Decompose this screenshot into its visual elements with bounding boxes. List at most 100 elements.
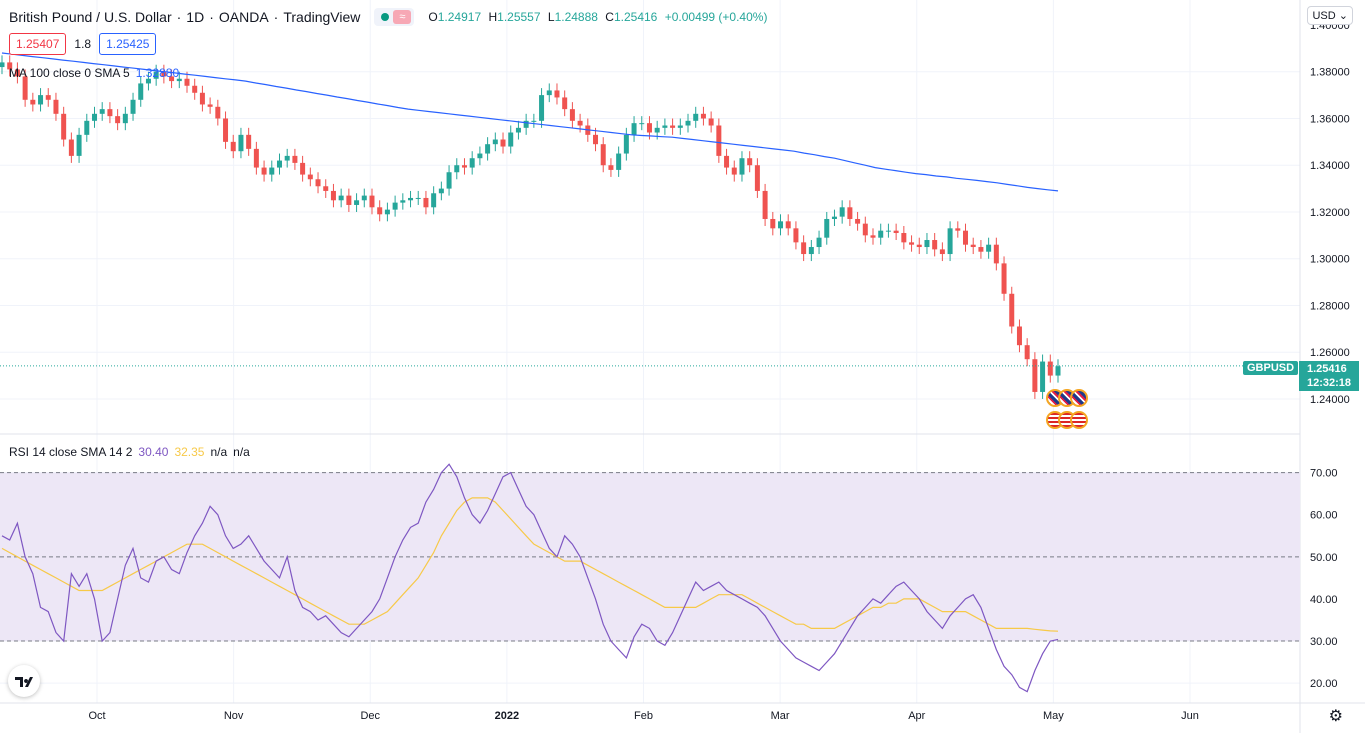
tradingview-logo[interactable] [8,665,40,697]
symbol-price-tag: GBPUSD [1243,361,1299,375]
candle-body [554,90,560,98]
candle-body [431,193,437,208]
last-price-value: 1.25416 [1307,363,1347,375]
rsi-legend-value: 30.40 [138,445,169,459]
sell-button[interactable]: 1.25407 [9,33,67,55]
symbol-name[interactable]: British Pound / U.S. Dollar [9,9,172,25]
us-event-icon[interactable] [1070,411,1088,429]
candle-body [939,249,945,255]
rsi-tick-label: 50.00 [1310,552,1338,564]
candle-body [909,242,915,245]
rsi-tick-label: 20.00 [1310,678,1338,690]
candle-body [569,109,575,121]
candle-body [785,221,791,229]
candle-body [415,197,421,199]
currency-label: USD [1312,10,1336,22]
rsi-axis-labels[interactable]: 70.00 60.00 50.00 40.00 30.00 20.00 [1310,468,1338,691]
candle-body [731,167,737,175]
rsi-line [1,463,1059,693]
price-tick-label: 1.32000 [1310,207,1350,219]
spread-value: 1.8 [74,37,92,51]
chart-title[interactable]: British Pound / U.S. Dollar · 1D · OANDA… [9,8,771,26]
candle-body [492,139,498,145]
candle-body [924,240,930,248]
candle-body [878,230,884,238]
ma-legend[interactable]: MA 100 close 0 SMA 5 1.32880 [9,66,179,80]
ma-legend-value: 1.32880 [135,66,180,80]
candle-body [724,155,730,168]
time-tick-label: Mar [771,710,790,722]
trade-buttons: 1.25407 1.8 1.25425 [9,33,157,55]
time-tick-label: Apr [908,710,925,722]
chevron-down-icon: ⌄ [1338,10,1348,22]
candle-body [130,99,136,114]
candle-body [392,202,398,210]
interval-label[interactable]: 1D [186,9,205,25]
time-tick-label: May [1043,710,1064,722]
platform-label: TradingView [283,9,361,25]
candle-body [330,190,336,201]
time-tick-label: 2022 [495,710,519,722]
candle-body [685,120,691,126]
candle-body [207,104,213,107]
candle-body [616,153,622,170]
time-tick-label: Dec [360,710,380,722]
candle-body [831,216,837,219]
candle-body [978,247,984,252]
candle-body [1047,361,1053,376]
candle-body [153,71,159,79]
candle-body [739,158,745,175]
candle-body [1032,359,1038,392]
price-axis-labels[interactable]: 1.38000 1.36000 1.34000 1.32000 1.30000 1.280… [1310,20,1350,406]
candle-body [670,125,676,128]
price-tick-label: 1.28000 [1310,300,1350,312]
candle-body [438,188,444,194]
candle-body [230,141,236,152]
candle-body [839,207,845,217]
ma100-line [1,52,1059,192]
candle-body [955,228,961,231]
candle-body [284,155,290,161]
candle-body [161,71,167,77]
data-delay-icon: ≈ [393,10,412,24]
currency-dropdown[interactable]: USD ⌄ [1307,6,1353,25]
candle-body [654,127,660,133]
price-tick-label: 1.24000 [1310,394,1350,406]
candle-body [107,109,113,117]
candle-body [61,113,67,140]
candle-body [238,134,244,152]
candle-body [970,244,976,248]
price-tick-label: 1.30000 [1310,254,1350,266]
market-status[interactable]: ≈ [374,8,415,26]
open-label: O [428,10,438,24]
candle-body [461,165,467,168]
open-value: 1.24917 [437,10,482,24]
candle-body [515,127,521,133]
candle-body [423,197,429,208]
candle-body [963,230,969,245]
candle-body [84,120,90,135]
rsi-band-fill [0,472,1300,642]
candle-body [68,139,74,156]
candle-body [354,200,360,205]
candle-body [500,139,506,147]
time-tick-label: Feb [634,710,653,722]
candle-body [469,158,475,168]
candle-body [253,148,259,168]
candle-body [947,228,953,255]
close-label: C [605,10,614,24]
rsi-legend[interactable]: RSI 14 close SMA 14 2 30.40 32.35 n/a n/… [9,445,250,459]
price-tick-label: 1.38000 [1310,67,1350,79]
candle-body [215,106,221,119]
uk-event-icon[interactable] [1070,389,1088,407]
settings-gear-icon[interactable]: ⚙ [1328,708,1343,725]
candle-body [115,116,121,124]
rsi-tick-label: 40.00 [1310,594,1338,606]
time-axis-labels[interactable]: Oct Nov Dec 2022 Feb Mar Apr May Jun [88,710,1198,722]
candle-body [778,221,784,229]
buy-button[interactable]: 1.25425 [99,33,157,55]
candle-body [184,78,190,86]
candle-body [901,233,907,243]
candle-body [708,118,714,126]
